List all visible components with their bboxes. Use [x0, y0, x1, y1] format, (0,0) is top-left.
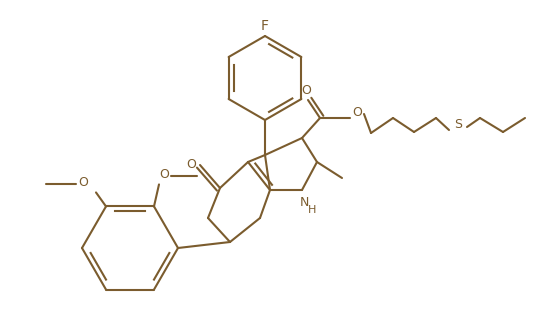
- Text: O: O: [352, 106, 362, 118]
- Text: N: N: [299, 196, 309, 209]
- Text: H: H: [308, 205, 316, 215]
- Text: O: O: [186, 158, 196, 170]
- Text: O: O: [78, 176, 88, 189]
- Text: O: O: [159, 168, 169, 181]
- Text: O: O: [301, 84, 311, 98]
- Text: F: F: [261, 19, 269, 33]
- Text: S: S: [454, 118, 462, 131]
